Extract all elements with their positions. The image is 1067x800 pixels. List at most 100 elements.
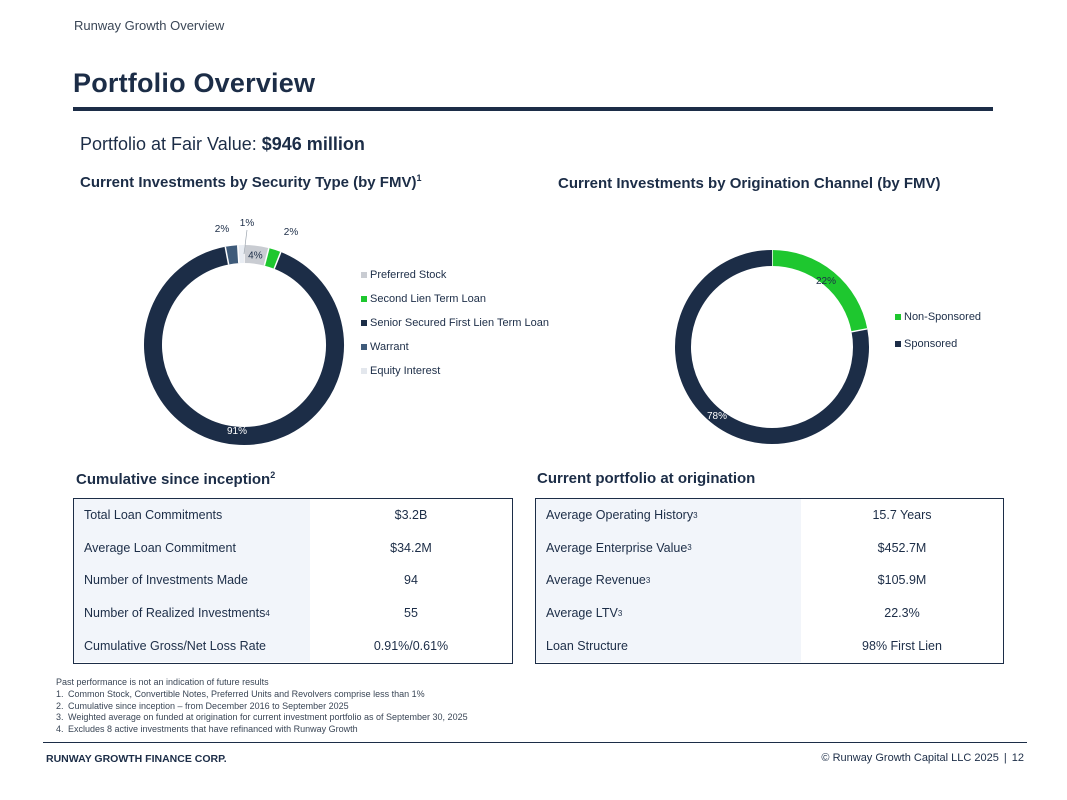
row-value: $452.7M (877, 540, 927, 555)
footer-separator: | (1003, 752, 1007, 764)
footnote-ref: 3 (645, 575, 651, 585)
row-label-text: Cumulative Gross/Net Loss Rate (84, 638, 267, 653)
security-type-legend: Preferred Stock Second Lien Term Loan Seni… (361, 263, 549, 383)
legend-label: Preferred Stock (370, 269, 447, 281)
legend-swatch (361, 320, 367, 326)
data-label-sponsored: 78% (707, 411, 727, 422)
slice-sponsored (675, 250, 869, 444)
row-label-text: Number of Realized Investments (84, 606, 266, 621)
row-value: 94 (404, 573, 418, 588)
page-title: Portfolio Overview (73, 68, 316, 98)
row-label-text: Average Operating History (546, 508, 694, 523)
security-type-chart-footnote-ref: 1 (416, 173, 422, 183)
table-row: Average Loan Commitment $34.2M (74, 531, 512, 565)
data-label-second-lien-term-loan: 2% (284, 227, 299, 238)
origination-table: Average Operating History 3 15.7 Years Aver… (535, 498, 1004, 664)
row-value: $34.2M (390, 540, 432, 555)
footnotes: Past performance is not an indication of… (56, 677, 468, 736)
fair-value-line: Portfolio at Fair Value: $946 million (80, 134, 365, 155)
footnote-item: 1. Common Stock, Convertible Notes, Prefe… (56, 689, 468, 701)
row-value: 15.7 Years (872, 508, 932, 523)
legend-swatch (895, 313, 901, 320)
footnote-text: Excludes 8 active investments that have … (68, 724, 358, 735)
legend-label: Senior Secured First Lien Term Loan (370, 317, 549, 329)
footnote-number: 3. (56, 712, 64, 723)
legend-swatch (895, 340, 901, 347)
footer-divider (43, 742, 1027, 743)
row-value: $3.2B (394, 508, 428, 523)
origination-donut-chart: 22% 78% (675, 250, 869, 444)
row-value: 0.91%/0.61% (373, 638, 449, 653)
cumulative-title-footnote-ref: 2 (270, 470, 276, 480)
fair-value-label: Portfolio at Fair Value: (80, 134, 257, 154)
cumulative-table-title-text: Cumulative since inception (76, 471, 271, 488)
row-value: $105.9M (877, 573, 927, 588)
table-row: Total Loan Commitments $3.2B (74, 499, 512, 532)
slice-separator (224, 246, 230, 265)
legend-item-equity-interest: Equity Interest (361, 359, 549, 383)
footnote-ref: 4 (265, 608, 270, 618)
legend-swatch (361, 272, 367, 278)
legend-label: Sponsored (904, 337, 958, 350)
slice-second-lien-term-loan (264, 248, 281, 269)
row-value: 55 (404, 606, 418, 621)
row-label-text: Average Loan Commitment (84, 540, 236, 555)
slice-separator (263, 247, 270, 266)
footnote-ref: 3 (693, 510, 698, 520)
row-label-text: Number of Investments Made (84, 573, 248, 588)
table-row: Cumulative Gross/Net Loss Rate 0.91%/0.61… (74, 629, 512, 662)
legend-swatch (361, 296, 367, 302)
row-label: Average Enterprise Value 3 (536, 531, 801, 565)
footnote-number: 1. (56, 688, 64, 699)
row-label: Average Revenue 3 (536, 564, 801, 597)
table-row: Average Enterprise Value 3 $452.7M (536, 531, 1003, 565)
slice-separator (236, 245, 240, 264)
footnote-intro: Past performance is not an indication of… (56, 677, 269, 687)
table-row: Average Operating History 3 15.7 Years (536, 499, 1003, 532)
row-label: Total Loan Commitments (74, 499, 310, 532)
data-label-equity-interest: 1% (240, 218, 255, 229)
data-label-preferred-stock: 4% (248, 251, 263, 262)
slice-separator (851, 328, 868, 333)
legend-label: Non-Sponsored (904, 310, 982, 323)
table-row: Number of Investments Made 94 (74, 564, 512, 597)
slice-senior-secured-first-lien-term-loan (144, 246, 344, 445)
company-name: RUNWAY GROWTH FINANCE CORP. (46, 753, 227, 765)
data-label-non-sponsored: 22% (816, 276, 836, 287)
row-label-text: Average LTV (546, 606, 618, 621)
table-row: Average LTV 3 22.3% (536, 596, 1003, 630)
row-label: Number of Investments Made (74, 564, 310, 597)
origination-legend: Non-Sponsored Sponsored (895, 303, 981, 357)
row-value: 98% First Lien (862, 638, 942, 653)
title-divider (73, 107, 993, 111)
table-row: Number of Realized Investments 4 55 (74, 596, 512, 630)
legend-label: Second Lien Term Loan (370, 293, 486, 305)
slice-warrant (225, 245, 239, 265)
footnote-text: Common Stock, Convertible Notes, Preferr… (68, 688, 425, 699)
footnote-text: Cumulative since inception – from Decemb… (68, 700, 349, 711)
legend-swatch (361, 344, 367, 350)
footnote-ref: 3 (687, 543, 692, 553)
security-type-donut-chart: 4% 2% 91% 2% 1% (144, 218, 344, 445)
leader-line (243, 229, 248, 255)
row-label-text: Total Loan Commitments (84, 508, 223, 523)
table-row: Loan Structure 98% First Lien (536, 629, 1003, 662)
cumulative-table: Total Loan Commitments $3.2B Average Loan … (73, 498, 513, 664)
security-type-chart-title-text: Current Investments by Security Type (by… (80, 174, 417, 191)
footnote-item: 3. Weighted average on funded at originat… (56, 712, 468, 724)
cumulative-table-title: Cumulative since inception2 (76, 470, 275, 488)
footnote-number: 2. (56, 700, 64, 711)
row-label: Number of Realized Investments 4 (74, 596, 310, 630)
footnote-ref: 3 (617, 608, 623, 618)
fair-value-amount: $946 million (261, 134, 365, 154)
row-label-text: Average Revenue (546, 573, 646, 588)
legend-swatch (361, 368, 367, 374)
section-label: Runway Growth Overview (74, 18, 225, 33)
row-label: Average Loan Commitment (74, 531, 310, 565)
legend-label: Equity Interest (370, 365, 441, 377)
table-row: Average Revenue 3 $105.9M (536, 564, 1003, 597)
security-type-chart-title: Current Investments by Security Type (by… (80, 173, 421, 191)
row-value: 22.3% (884, 606, 920, 621)
row-label-text: Average Enterprise Value (546, 540, 688, 555)
legend-item-non-sponsored: Non-Sponsored (895, 303, 981, 330)
